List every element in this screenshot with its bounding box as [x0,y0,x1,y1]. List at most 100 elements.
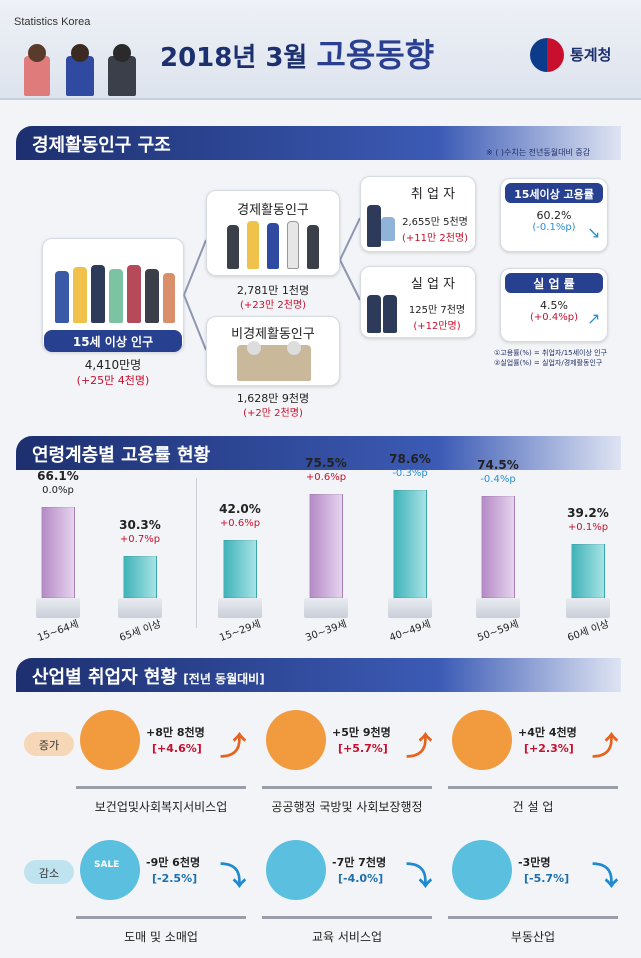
industry-change-value: -3만명 [518,856,551,869]
age-value-label: 30.3% [119,518,161,532]
age-bar-base [476,598,520,618]
page-title: 2018년 3월 고용동향 [160,30,434,76]
trend-up-arrow-icon: ⤴ [592,732,619,762]
unemployed-value: 125만 7천명 [408,305,466,316]
title-date: 2018년 3월 [160,43,308,73]
up-arrow-icon: ↗ [587,309,601,328]
active-value: 2,781만 1천명 [236,284,310,297]
connector-lines [183,239,207,351]
industry-name: 도매 및 소매업 [124,930,198,944]
age-category-label: 15~64세 [36,618,81,644]
employed-label: 취 업 자 [410,187,456,202]
industry-name: 부동산업 [510,930,556,944]
pop15-value: 4,410만명 [84,358,142,372]
industry-divider [448,786,618,789]
industry-change-value: +4만 4천명 [518,726,577,739]
sale-tag-icon: SALE [80,840,140,900]
age-bar [41,507,75,598]
logo-text: 통계청 [570,46,612,64]
industry-change-value: +5만 9천명 [332,726,391,739]
age-change-label: +0.6%p [219,518,261,529]
age-change-label: +0.6%p [305,472,347,483]
active-label: 경제활동인구 [237,203,309,218]
employment-rate-card: 15세이상 고용률 60.2% (-0.1%p) ↘ [500,178,608,252]
age-bar [223,540,257,598]
age-bar-base [388,598,432,618]
age-category-label: 60세 이상 [566,618,611,644]
industry-divider [76,786,246,789]
active-card: 경제활동인구 [206,190,340,276]
age-change-label: +0.1%p [567,522,609,533]
industry-change-pct: [+4.6%] [152,742,202,755]
industry-change-pct: [+2.3%] [524,742,574,755]
age-category-label: 50~59세 [476,618,521,644]
industry-section: +8만 8천명 [+4.6%] ⤴ 보건업및사회복지서비스업 +5만 9천명 [+5.7%… [0,700,641,950]
brand-text: Statistics Korea [14,16,91,28]
pop15-label: 15세 이상 인구 [44,330,182,352]
industry-change-value: -7만 7천명 [332,856,387,869]
industry-divider [262,786,432,789]
employed-card: 취 업 자 2,655만 5천명 (+11만 2천명) [360,176,476,252]
chart-divider [196,478,197,628]
industry-divider [448,916,618,919]
report-clipboard-icon [266,840,326,900]
age-category-label: 30~39세 [304,618,349,644]
section-title: 경제활동인구 구조 [32,135,171,156]
statistics-korea-logo-icon [530,38,564,72]
presentation-chart-icon [266,710,326,770]
employed-value: 2,655만 5천명 [402,217,468,228]
age-category-label: 40~49세 [388,618,433,644]
title-main: 고용동향 [316,36,435,74]
age-bar-base [218,598,262,618]
age-bar-base [304,598,348,618]
age-change-label: 0.0%p [42,485,74,496]
unemployment-rate-change: (+0.4%p) [530,312,578,323]
age-bar-base [566,598,610,618]
footnote-2: ②실업률(%) = 실업자/경제활동인구 [494,359,603,367]
industry-name: 교육 서비스업 [311,930,383,944]
section-banner-age: 연령계층별 고용률 현황 [16,436,621,470]
section-title: 연령계층별 고용률 현황 [32,445,211,466]
unemployed-card: 실 업 자 125만 7천명 (+12만명) [360,266,476,338]
inactive-label: 비경제활동인구 [231,327,315,342]
unemployed-label: 실 업 자 [410,277,456,292]
age-value-label: 74.5% [477,458,519,472]
industry-change-pct: [-2.5%] [152,872,198,885]
unemployment-rate-value: 4.5% [540,299,568,312]
age-bar-base [36,598,80,618]
industry-name: 건 설 업 [512,800,554,814]
age-employment-chart: 66.1% 0.0%p 15~64세 30.3% +0.7%p 65세 이상 42.0% +0… [0,452,641,644]
trend-down-arrow-icon: ⤵ [592,862,619,892]
industry-name: 공공행정 국방및 사회보장행정 [271,800,423,814]
pop15-change: (+25만 4천명) [76,374,150,387]
age-bar [481,496,515,598]
age-bar [571,544,605,598]
age-bar [393,490,427,598]
unemployed-change: (+12만명) [413,321,461,332]
note-text: ※ ( )수치는 전년동월대비 증감 [486,148,591,157]
age-change-label: +0.7%p [119,534,161,545]
inactive-card: 비경제활동인구 [206,316,340,386]
down-arrow-icon: ↘ [587,223,601,242]
trend-up-arrow-icon: ⤴ [406,732,433,762]
industry-name: 보건업및사회복지서비스업 [94,800,228,814]
first-aid-kit-icon [80,710,140,770]
trend-up-arrow-icon: ⤴ [220,732,247,762]
section-banner-structure: 경제활동인구 구조 [16,126,621,160]
age-value-label: 78.6% [389,452,431,466]
decrease-tag: 감소 [24,860,74,884]
age-value-label: 39.2% [567,506,609,520]
age-category-label: 65세 이상 [118,618,163,644]
employment-rate-change: (-0.1%p) [532,222,576,233]
construction-crane-icon [452,710,512,770]
industry-change-pct: [-5.7%] [524,872,570,885]
industry-divider [76,916,246,919]
age-value-label: 66.1% [37,469,79,483]
inactive-change: (+2만 2천명) [243,408,303,419]
employment-rate-label: 15세이상 고용률 [505,183,603,203]
age-bar [309,494,343,598]
age-bar-base [118,598,162,618]
age-category-label: 15~29세 [218,618,263,644]
employed-change: (+11만 2천명) [401,233,469,244]
inactive-value: 1,628만 9천명 [236,392,310,405]
